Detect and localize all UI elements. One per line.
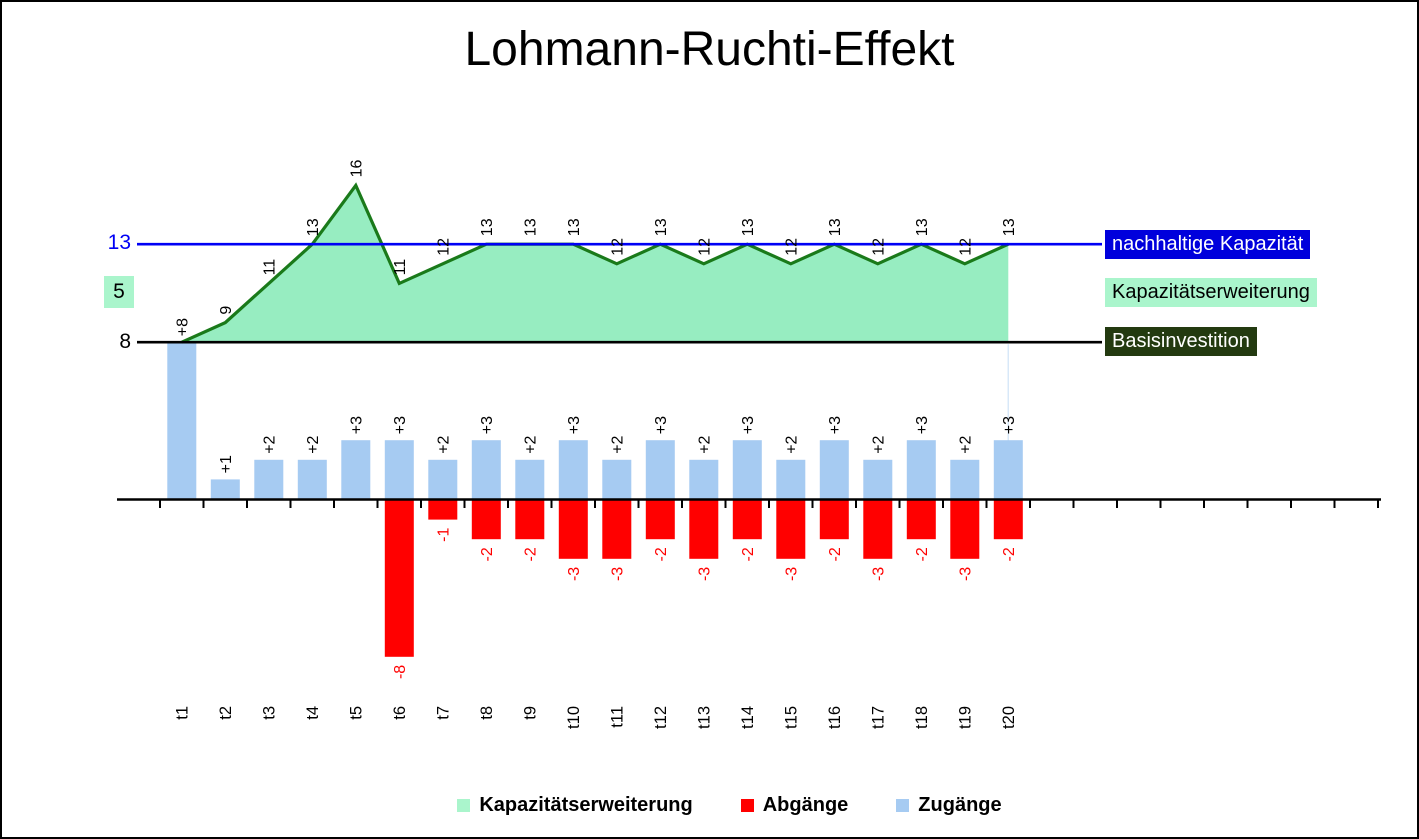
svg-text:-3: -3 — [696, 567, 713, 581]
svg-text:+3: +3 — [479, 416, 496, 434]
svg-text:12: 12 — [435, 238, 452, 256]
svg-text:13: 13 — [566, 218, 583, 236]
axis-label-5: 5 — [104, 276, 134, 308]
svg-text:-2: -2 — [827, 547, 844, 561]
legend-swatch-red-icon — [740, 799, 754, 812]
legend-item-kapazitaetserweiterung: Kapazitätserweiterung — [457, 794, 693, 817]
svg-text:+8: +8 — [174, 318, 191, 336]
legend-item-abgaenge: Abgänge — [740, 794, 849, 817]
svg-text:t10: t10 — [565, 706, 583, 729]
chart-title: Lohmann-Ruchti-Effekt — [464, 23, 955, 76]
svg-text:t16: t16 — [826, 706, 844, 729]
svg-text:t1: t1 — [173, 706, 191, 720]
svg-text:t5: t5 — [347, 706, 365, 720]
legend-swatch-blue-icon — [896, 799, 910, 812]
svg-text:t20: t20 — [1000, 706, 1018, 729]
svg-text:+3: +3 — [566, 416, 583, 434]
svg-text:13: 13 — [1001, 218, 1018, 236]
svg-text:+2: +2 — [522, 435, 539, 453]
svg-text:13: 13 — [653, 218, 670, 236]
svg-text:-2: -2 — [522, 547, 539, 561]
svg-text:+2: +2 — [696, 435, 713, 453]
svg-text:+3: +3 — [392, 416, 409, 434]
svg-text:+2: +2 — [783, 435, 800, 453]
svg-text:t18: t18 — [913, 706, 931, 729]
svg-text:t12: t12 — [652, 706, 670, 729]
label-box-nachhaltige-kapazitaet: nachhaltige Kapazität — [1105, 230, 1311, 259]
svg-text:t19: t19 — [956, 706, 974, 729]
svg-text:t15: t15 — [782, 706, 800, 729]
svg-text:+2: +2 — [305, 435, 322, 453]
legend-item-zugaenge: Zugänge — [896, 794, 1002, 817]
svg-text:-2: -2 — [653, 547, 670, 561]
svg-text:+2: +2 — [609, 435, 626, 453]
svg-text:+3: +3 — [348, 416, 365, 434]
svg-text:t17: t17 — [869, 706, 887, 729]
svg-text:+3: +3 — [1001, 416, 1018, 434]
svg-text:+3: +3 — [653, 416, 670, 434]
svg-text:12: 12 — [783, 238, 800, 256]
svg-text:16: 16 — [348, 160, 365, 178]
svg-text:t4: t4 — [304, 706, 322, 720]
svg-text:-3: -3 — [609, 567, 626, 581]
svg-text:12: 12 — [870, 238, 887, 256]
svg-text:-3: -3 — [957, 567, 974, 581]
svg-text:-3: -3 — [566, 567, 583, 581]
svg-text:-1: -1 — [435, 528, 452, 542]
svg-text:13: 13 — [479, 218, 496, 236]
svg-text:+1: +1 — [218, 455, 235, 473]
svg-text:13: 13 — [522, 218, 539, 236]
legend-label: Abgänge — [762, 794, 849, 816]
svg-text:t6: t6 — [391, 706, 409, 720]
svg-text:t3: t3 — [260, 706, 278, 720]
axis-label-8: 8 — [119, 330, 131, 353]
svg-text:12: 12 — [696, 238, 713, 256]
svg-text:t7: t7 — [434, 706, 452, 720]
svg-text:+2: +2 — [870, 435, 887, 453]
svg-text:13: 13 — [305, 218, 322, 236]
svg-text:+3: +3 — [914, 416, 931, 434]
svg-text:t9: t9 — [521, 706, 539, 720]
svg-text:-3: -3 — [870, 567, 887, 581]
svg-text:-2: -2 — [914, 547, 931, 561]
svg-text:-3: -3 — [783, 567, 800, 581]
svg-text:+3: +3 — [740, 416, 757, 434]
legend-label: Zugänge — [918, 794, 1002, 816]
svg-text:11: 11 — [392, 259, 409, 276]
svg-text:13: 13 — [740, 218, 757, 236]
svg-text:12: 12 — [957, 238, 974, 256]
svg-text:-2: -2 — [1001, 547, 1018, 561]
svg-text:+2: +2 — [957, 435, 974, 453]
svg-text:t13: t13 — [695, 706, 713, 729]
svg-text:-8: -8 — [392, 665, 409, 679]
svg-text:-2: -2 — [740, 547, 757, 561]
svg-text:9: 9 — [218, 306, 235, 315]
svg-text:+2: +2 — [261, 435, 278, 453]
svg-text:+2: +2 — [435, 435, 452, 453]
svg-text:t14: t14 — [739, 706, 757, 729]
legend-label: Kapazitätserweiterung — [479, 794, 693, 816]
svg-text:t8: t8 — [478, 706, 496, 720]
legend-swatch-green-icon — [457, 799, 471, 812]
svg-text:11: 11 — [261, 259, 278, 276]
svg-text:t2: t2 — [217, 706, 235, 720]
svg-text:-2: -2 — [479, 547, 496, 561]
axis-label-13: 13 — [107, 231, 131, 254]
svg-text:13: 13 — [827, 218, 844, 236]
svg-text:+3: +3 — [827, 416, 844, 434]
svg-text:12: 12 — [609, 238, 626, 256]
label-box-kapazitaetserweiterung: Kapazitätserweiterung — [1105, 278, 1317, 307]
svg-text:13: 13 — [914, 218, 931, 236]
svg-text:t11: t11 — [608, 706, 626, 728]
label-box-basisinvestition: Basisinvestition — [1105, 327, 1257, 356]
legend: Kapazitätserweiterung Abgänge Zugänge — [2, 794, 1417, 817]
